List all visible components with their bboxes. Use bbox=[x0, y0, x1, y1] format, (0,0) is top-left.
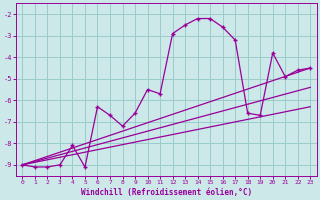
X-axis label: Windchill (Refroidissement éolien,°C): Windchill (Refroidissement éolien,°C) bbox=[81, 188, 252, 197]
